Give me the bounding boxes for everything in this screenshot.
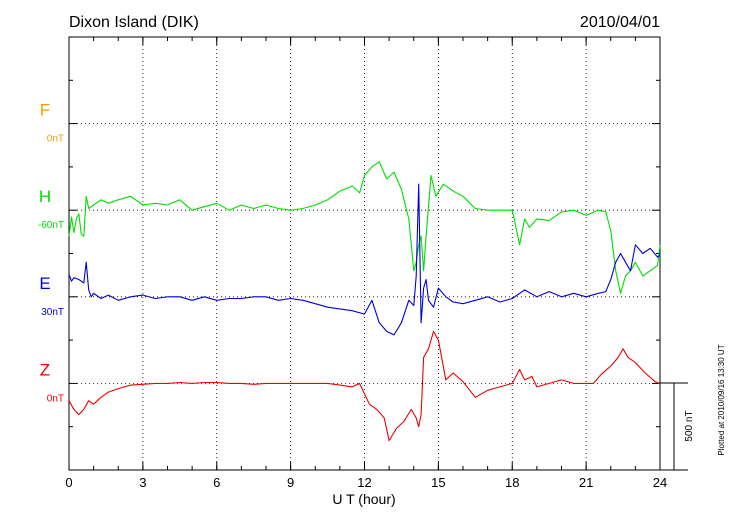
x-tick-label: 9 (287, 475, 294, 490)
chart-date: 2010/04/01 (580, 14, 660, 31)
channel-name-h: H (39, 187, 51, 206)
channel-baseline-f: 0nT (47, 134, 64, 145)
x-tick-label: 21 (579, 475, 593, 490)
channel-name-f: F (40, 101, 50, 120)
x-tick-label: 12 (357, 475, 371, 490)
series-lines (68, 161, 661, 442)
plotted-note: Plotted at 2010/09/16 13:30 UT (717, 344, 726, 455)
x-tick-label: 6 (213, 475, 220, 490)
x-tick-label: 24 (653, 475, 667, 490)
scale-bar: 500 nT (660, 382, 695, 471)
scale-bar-label: 500 nT (684, 410, 695, 441)
channel-name-e: E (39, 274, 50, 293)
channel-labels: F 0nT H -60nT E 30nT Z 0nT (38, 101, 64, 405)
grid-lines (69, 37, 660, 470)
series-line-z (68, 330, 661, 442)
chart-title: Dixon Island (DIK) (69, 14, 199, 31)
x-tick-label: 15 (431, 475, 445, 490)
channel-name-z: Z (40, 360, 50, 379)
channel-baseline-h: -60nT (38, 220, 64, 231)
x-tick-label: 3 (139, 475, 146, 490)
x-tick-label: 0 (65, 475, 72, 490)
series-line-h (68, 161, 661, 294)
x-tick-label: 18 (505, 475, 519, 490)
series-line-e (68, 183, 661, 336)
channel-baseline-e: 30nT (41, 307, 64, 318)
axis-ticks: 0 3 6 9 12 15 18 21 24 (65, 36, 667, 490)
x-axis-label: U T (hour) (332, 491, 395, 507)
channel-baseline-z: 0nT (47, 393, 64, 404)
